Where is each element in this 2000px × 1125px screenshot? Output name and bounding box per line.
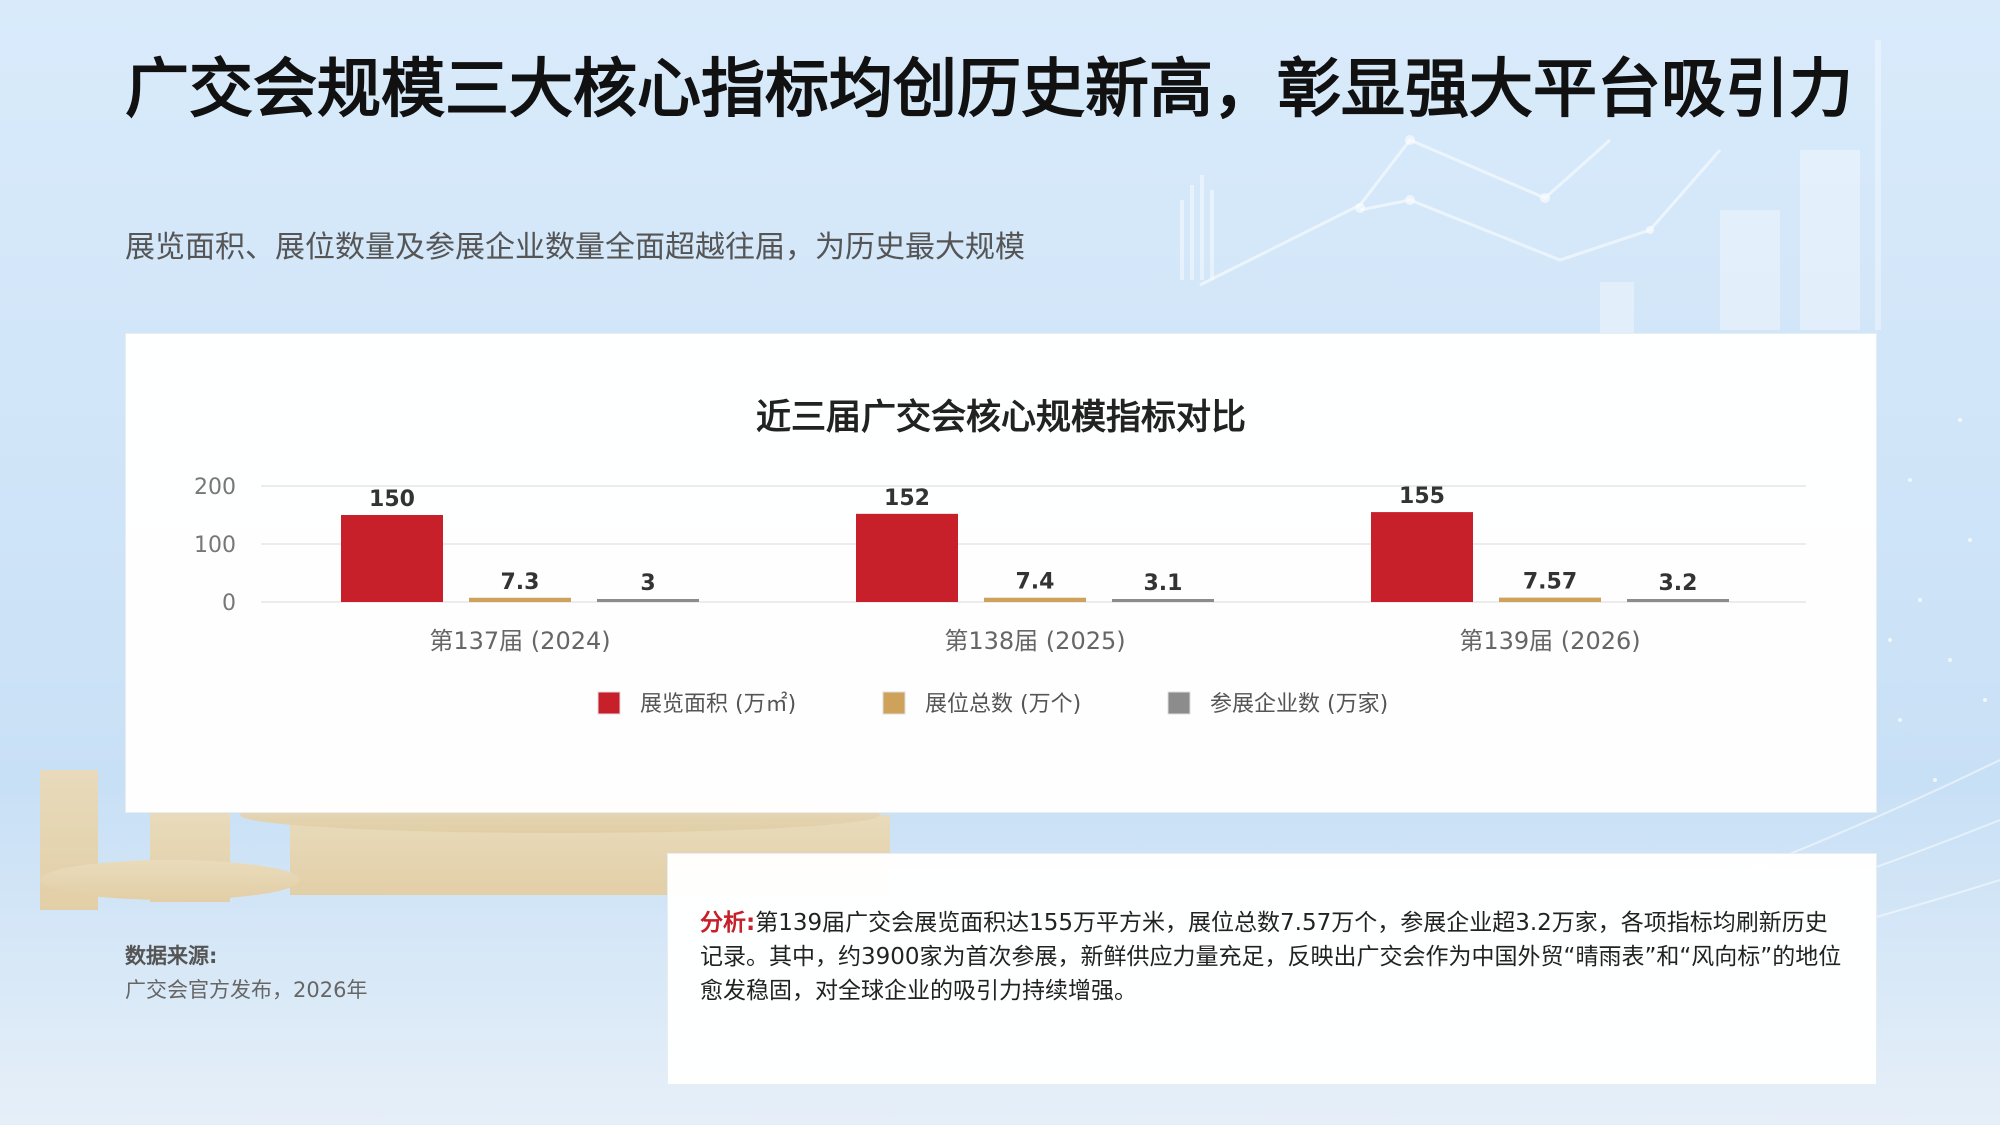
bar-chart: 近三届广交会核心规模指标对比 0 100 200 150 7.3 3 第137届 (202… <box>194 397 1806 717</box>
page-subtitle: 展览面积、展位数量及参展企业数量全面超越往届，为历史最大规模 <box>125 230 1025 265</box>
data-label: 7.57 <box>1523 570 1577 595</box>
bar <box>856 513 958 602</box>
legend-label: 参展企业数 (万家) <box>1210 692 1388 717</box>
x-tick-label: 第139届 (2026) <box>1459 627 1640 655</box>
y-tick-label: 0 <box>222 591 236 616</box>
analysis-text: 分析:第139届广交会展览面积达155万平方米，展位总数7.57万个，参展企业超… <box>700 906 1850 1008</box>
legend-label: 展位总数 (万个) <box>925 692 1081 717</box>
data-label: 3.2 <box>1659 571 1698 596</box>
chart-title: 近三届广交会核心规模指标对比 <box>756 397 1246 438</box>
bar <box>1112 599 1214 602</box>
bar <box>1499 597 1601 602</box>
bar <box>1371 512 1473 602</box>
y-tick-label: 200 <box>194 475 236 500</box>
data-label: 152 <box>884 486 930 511</box>
analysis-card: 分析:第139届广交会展览面积达155万平方米，展位总数7.57万个，参展企业超… <box>667 853 1877 1085</box>
data-label: 7.3 <box>501 570 540 595</box>
x-tick-label: 第138届 (2025) <box>944 627 1125 655</box>
data-label: 150 <box>369 487 415 512</box>
legend-label: 展览面积 (万㎡) <box>640 691 796 717</box>
legend-swatch <box>1167 691 1191 715</box>
page-title: 广交会规模三大核心指标均创历史新高，彰显强大平台吸引力 <box>125 53 1853 127</box>
legend-swatch <box>882 691 906 715</box>
data-label: 7.4 <box>1016 570 1055 595</box>
bar <box>597 599 699 602</box>
legend-swatch <box>597 691 621 715</box>
chart-card: 近三届广交会核心规模指标对比 0 100 200 150 7.3 3 第137届 (202… <box>125 333 1877 813</box>
x-tick-label: 第137届 (2024) <box>429 627 610 655</box>
bar <box>469 597 571 602</box>
data-label: 3.1 <box>1144 571 1183 596</box>
analysis-body: 第139届广交会展览面积达155万平方米，展位总数7.57万个，参展企业超3.2… <box>700 910 1842 1004</box>
data-label: 155 <box>1399 484 1445 509</box>
source-label: 数据来源: <box>125 944 218 968</box>
y-tick-label: 100 <box>194 533 236 558</box>
bar <box>984 597 1086 602</box>
bar <box>1627 599 1729 602</box>
data-label: 3 <box>640 571 655 596</box>
analysis-label: 分析: <box>700 910 756 936</box>
bar <box>341 515 443 602</box>
source-text: 广交会官方发布，2026年 <box>125 978 368 1002</box>
